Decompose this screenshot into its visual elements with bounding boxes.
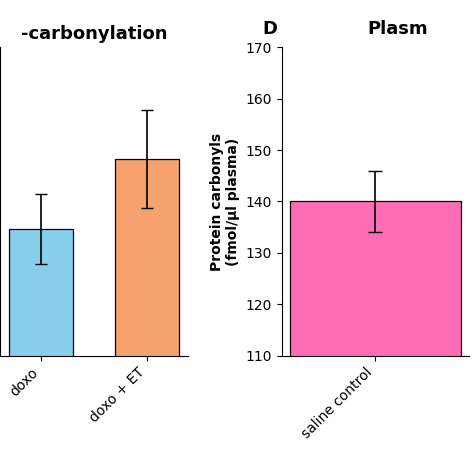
Y-axis label: Protein carbonyls
(fmol/μl plasma): Protein carbonyls (fmol/μl plasma) [210, 132, 240, 271]
Title: -carbonylation: -carbonylation [20, 25, 167, 43]
Bar [115, 159, 179, 474]
Text: Plasm: Plasm [367, 20, 428, 38]
Bar [9, 229, 73, 474]
Text: D: D [263, 20, 278, 38]
